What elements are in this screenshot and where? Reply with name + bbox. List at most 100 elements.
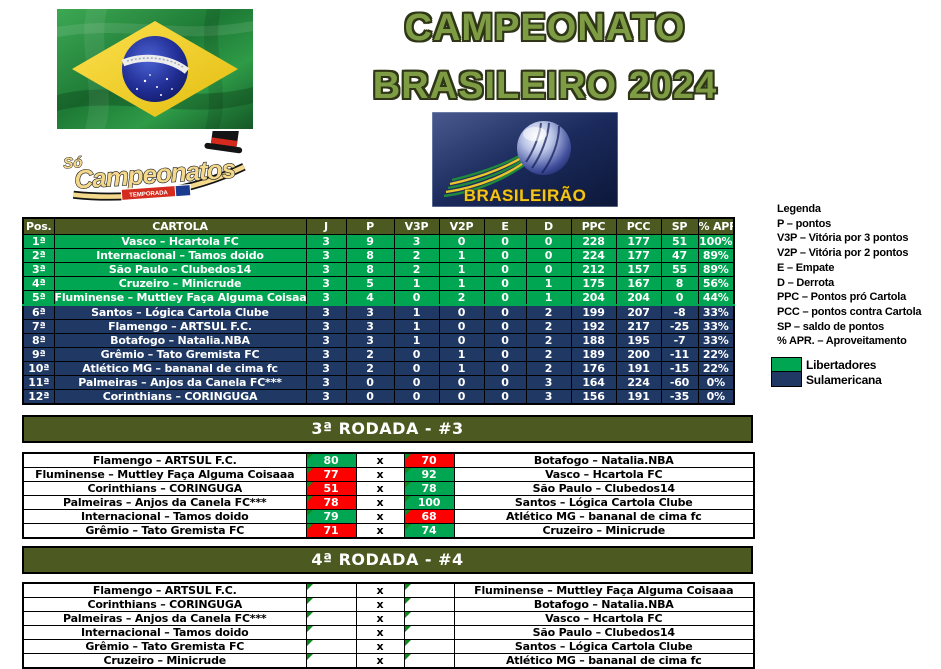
score-separator-cell[interactable]: x [355, 495, 405, 510]
standings-cell-pos[interactable]: 3ª [22, 262, 55, 277]
home-score-cell[interactable] [305, 611, 357, 626]
standings-cell-pos[interactable]: 1ª [22, 234, 55, 249]
standings-cell-pos[interactable]: 8ª [22, 333, 55, 348]
away-score-cell[interactable] [403, 653, 455, 669]
standings-cell-v2p[interactable]: 0 [438, 234, 485, 249]
standings-cell-d[interactable]: 2 [525, 333, 572, 348]
standings-cell-j[interactable]: 3 [305, 248, 347, 263]
standings-cell-e[interactable]: 0 [483, 304, 527, 320]
standings-cell-j[interactable]: 3 [305, 319, 347, 334]
standings-header-cell[interactable]: P [345, 217, 395, 235]
score-separator-cell[interactable]: x [355, 625, 405, 640]
score-separator-cell[interactable]: x [355, 467, 405, 482]
away-team-cell[interactable]: Cruzeiro – Minicrude [453, 523, 755, 539]
home-score-cell[interactable] [305, 625, 357, 640]
standings-cell-j[interactable]: 3 [305, 361, 347, 376]
standings-cell-p[interactable]: 4 [345, 290, 395, 306]
home-score-cell[interactable]: 77 [305, 467, 357, 482]
standings-cell-v3p[interactable]: 0 [393, 347, 440, 362]
away-team-cell[interactable]: São Paulo – Clubedos14 [453, 481, 755, 496]
home-team-cell[interactable]: Grêmio – Tato Gremista FC [22, 523, 307, 539]
standings-cell-ppc[interactable]: 188 [570, 333, 617, 348]
standings-cell-p[interactable]: 8 [345, 248, 395, 263]
standings-header-cell[interactable]: % APR. [697, 217, 735, 235]
standings-cell-sp[interactable]: -8 [660, 304, 699, 320]
away-score-cell[interactable]: 74 [403, 523, 455, 539]
standings-cell-pcc[interactable]: 195 [615, 333, 662, 348]
standings-cell-team[interactable]: Vasco – Hcartola FC [53, 234, 307, 249]
home-team-cell[interactable]: Palmeiras – Anjos da Canela FC*** [22, 611, 307, 626]
standings-cell-pcc[interactable]: 207 [615, 304, 662, 320]
standings-cell-team[interactable]: Cruzeiro – Minicrude [53, 276, 307, 291]
home-team-cell[interactable]: Fluminense – Muttley Faça Alguma Coisaaa [22, 467, 307, 482]
score-separator-cell[interactable]: x [355, 481, 405, 496]
standings-cell-pcc[interactable]: 191 [615, 361, 662, 376]
standings-cell-v2p[interactable]: 0 [438, 375, 485, 390]
score-separator-cell[interactable]: x [355, 611, 405, 626]
standings-cell-j[interactable]: 3 [305, 389, 347, 405]
standings-cell-v3p[interactable]: 1 [393, 276, 440, 291]
home-score-cell[interactable] [305, 639, 357, 654]
standings-cell-pcc[interactable]: 167 [615, 276, 662, 291]
standings-cell-e[interactable]: 0 [483, 262, 527, 277]
standings-cell-pos[interactable]: 11ª [22, 375, 55, 390]
standings-cell-p[interactable]: 8 [345, 262, 395, 277]
standings-cell-p[interactable]: 5 [345, 276, 395, 291]
standings-cell-e[interactable]: 0 [483, 333, 527, 348]
standings-cell-sp[interactable]: -35 [660, 389, 699, 405]
standings-cell-d[interactable]: 0 [525, 248, 572, 263]
standings-cell-e[interactable]: 0 [483, 234, 527, 249]
away-team-cell[interactable]: Santos – Lógica Cartola Clube [453, 639, 755, 654]
standings-cell-ppc[interactable]: 164 [570, 375, 617, 390]
standings-cell-pcc[interactable]: 204 [615, 290, 662, 306]
standings-cell-apr[interactable]: 33% [697, 319, 735, 334]
standings-cell-e[interactable]: 0 [483, 375, 527, 390]
standings-cell-pos[interactable]: 9ª [22, 347, 55, 362]
away-team-cell[interactable]: Vasco – Hcartola FC [453, 467, 755, 482]
standings-cell-v2p[interactable]: 0 [438, 333, 485, 348]
score-separator-cell[interactable]: x [355, 582, 405, 598]
standings-cell-v2p[interactable]: 1 [438, 262, 485, 277]
standings-cell-sp[interactable]: 0 [660, 290, 699, 306]
standings-cell-e[interactable]: 0 [483, 290, 527, 306]
standings-cell-team[interactable]: Corinthians – CORINGUGA [53, 389, 307, 405]
standings-cell-pos[interactable]: 7ª [22, 319, 55, 334]
away-score-cell[interactable] [403, 611, 455, 626]
standings-header-cell[interactable]: D [525, 217, 572, 235]
standings-cell-j[interactable]: 3 [305, 290, 347, 306]
away-team-cell[interactable]: Santos – Lógica Cartola Clube [453, 495, 755, 510]
standings-cell-p[interactable]: 9 [345, 234, 395, 249]
home-team-cell[interactable]: Grêmio – Tato Gremista FC [22, 639, 307, 654]
standings-cell-pcc[interactable]: 217 [615, 319, 662, 334]
standings-cell-e[interactable]: 0 [483, 319, 527, 334]
score-separator-cell[interactable]: x [355, 597, 405, 612]
standings-cell-team[interactable]: Fluminense – Muttley Faça Alguma Coisaaa [53, 290, 307, 306]
home-score-cell[interactable]: 80 [305, 452, 357, 468]
standings-cell-p[interactable]: 0 [345, 375, 395, 390]
standings-header-cell[interactable]: SP [660, 217, 699, 235]
away-score-cell[interactable] [403, 597, 455, 612]
standings-cell-pos[interactable]: 5ª [22, 290, 55, 306]
standings-cell-sp[interactable]: -60 [660, 375, 699, 390]
home-team-cell[interactable]: Cruzeiro – Minicrude [22, 653, 307, 669]
standings-header-cell[interactable]: Pos. [22, 217, 55, 235]
standings-cell-e[interactable]: 0 [483, 276, 527, 291]
standings-cell-ppc[interactable]: 192 [570, 319, 617, 334]
away-team-cell[interactable]: São Paulo – Clubedos14 [453, 625, 755, 640]
standings-cell-team[interactable]: Botafogo – Natalia.NBA [53, 333, 307, 348]
standings-cell-team[interactable]: São Paulo – Clubedos14 [53, 262, 307, 277]
standings-cell-pcc[interactable]: 177 [615, 248, 662, 263]
standings-header-cell[interactable]: PPC [570, 217, 617, 235]
home-score-cell[interactable]: 51 [305, 481, 357, 496]
standings-cell-e[interactable]: 0 [483, 347, 527, 362]
standings-header-cell[interactable]: PCC [615, 217, 662, 235]
standings-cell-d[interactable]: 2 [525, 361, 572, 376]
standings-cell-v2p[interactable]: 1 [438, 347, 485, 362]
standings-cell-team[interactable]: Santos – Lógica Cartola Clube [53, 304, 307, 320]
standings-cell-p[interactable]: 2 [345, 347, 395, 362]
standings-cell-sp[interactable]: -7 [660, 333, 699, 348]
standings-cell-sp[interactable]: 8 [660, 276, 699, 291]
standings-cell-e[interactable]: 0 [483, 361, 527, 376]
standings-cell-e[interactable]: 0 [483, 248, 527, 263]
standings-cell-j[interactable]: 3 [305, 304, 347, 320]
